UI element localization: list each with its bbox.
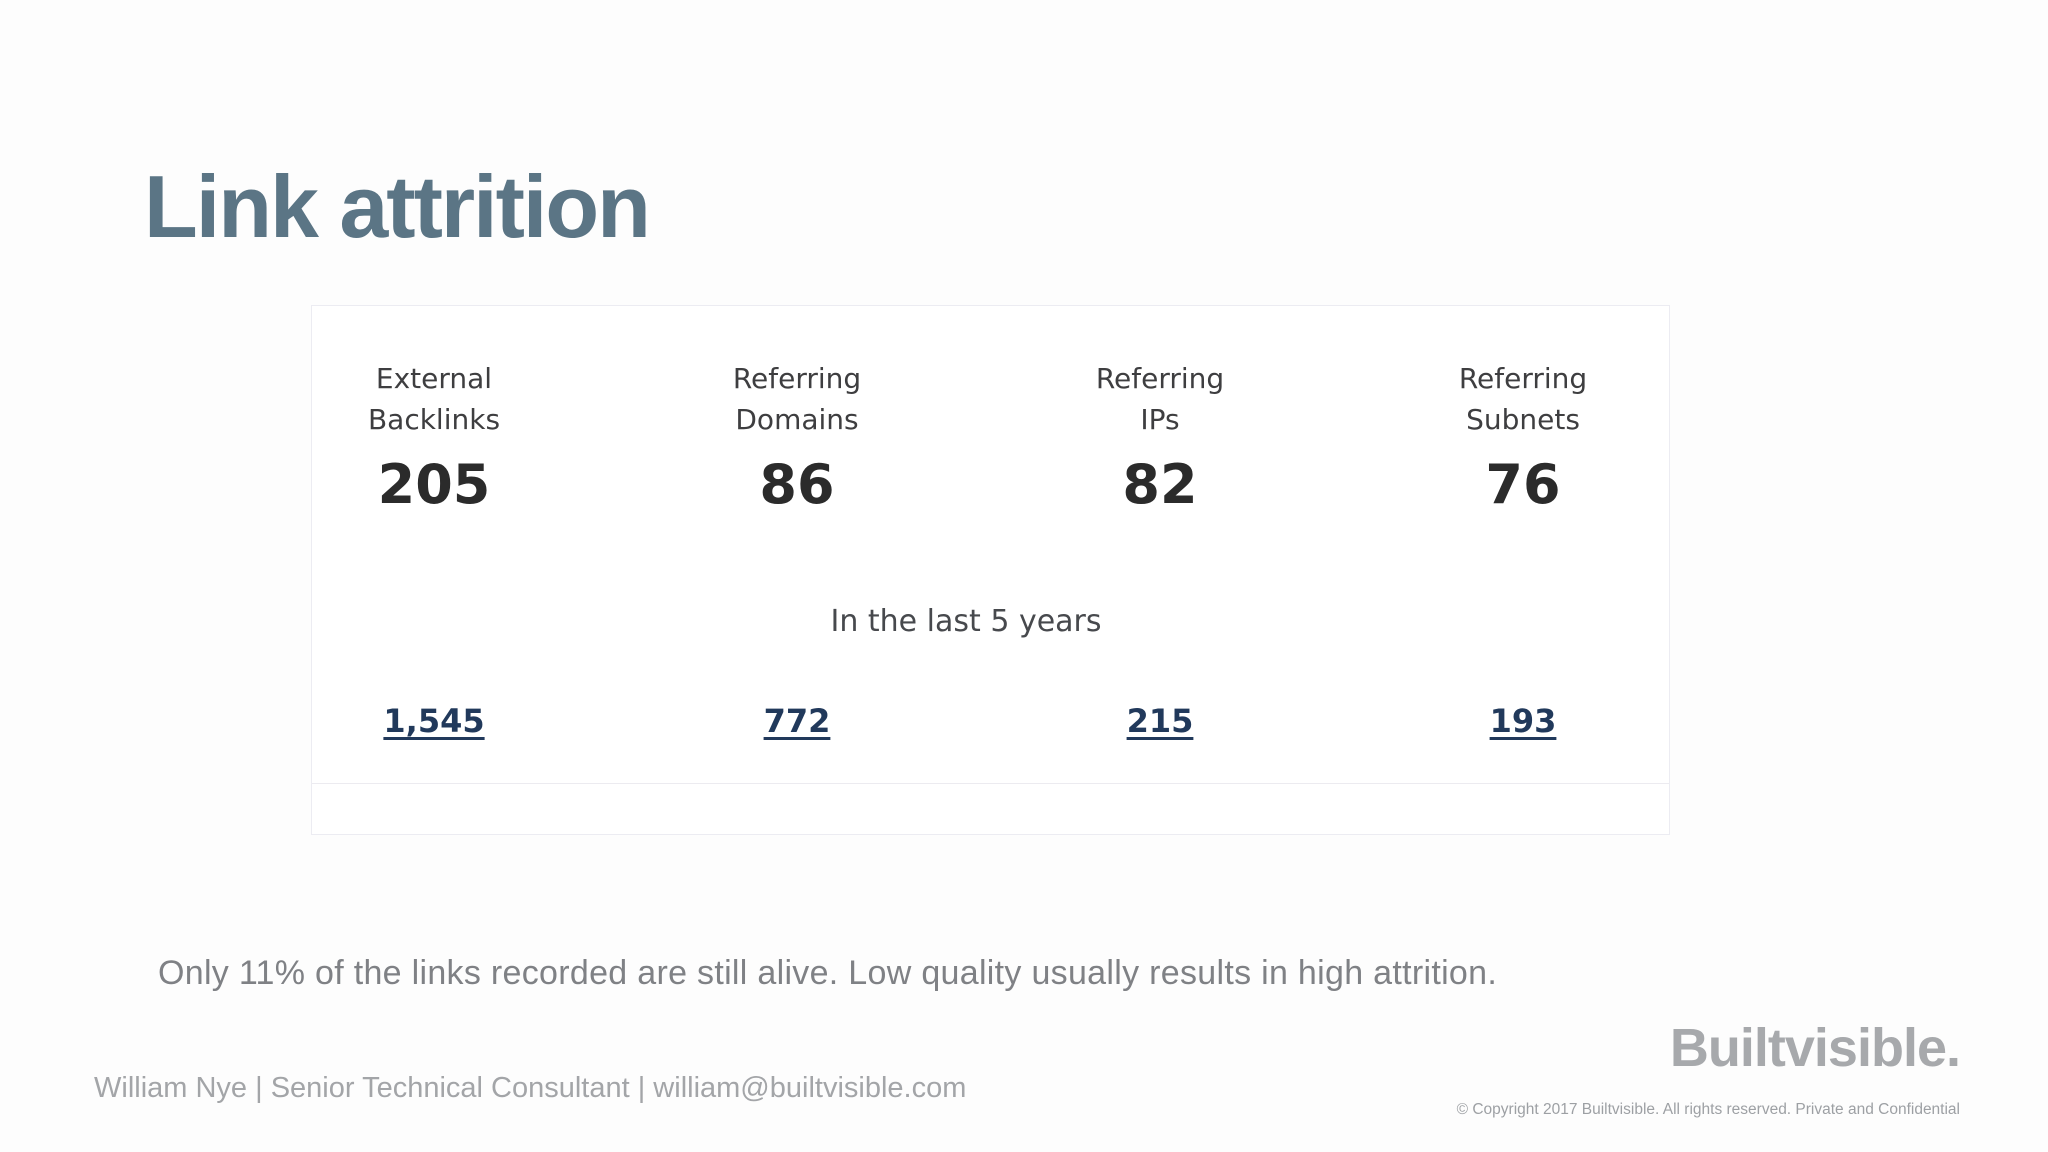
author-byline: William Nye | Senior Technical Consultan… <box>94 1072 967 1104</box>
stat-value: 82 <box>1122 453 1198 516</box>
stat-column-referring-ips: Referring IPs 82 <box>990 358 1330 514</box>
stat-column-external-backlinks: External Backlinks 205 <box>264 358 604 514</box>
stat-column-referring-domains: Referring Domains 86 <box>627 358 967 514</box>
backlink-stats-card: External Backlinks 205 Referring Domains… <box>311 305 1670 835</box>
stat-label: Referring Domains <box>732 362 862 436</box>
last-5-years-link-referring-ips[interactable]: 215 <box>1126 702 1194 740</box>
insight-text: Only 11% of the links recorded are still… <box>158 954 1498 992</box>
stat-column-referring-subnets: Referring Subnets 76 <box>1353 358 1693 514</box>
stat-value: 205 <box>377 453 491 516</box>
stat-value: 76 <box>1485 453 1561 516</box>
stat-label: Referring IPs <box>1095 362 1225 436</box>
period-label: In the last 5 years <box>830 604 1102 639</box>
last-5-years-link-external-backlinks[interactable]: 1,545 <box>383 702 485 740</box>
last-5-years-link-referring-domains[interactable]: 772 <box>763 702 831 740</box>
stat-label: External Backlinks <box>367 362 501 436</box>
last-5-years-link-referring-subnets[interactable]: 193 <box>1489 702 1557 740</box>
stat-label: Referring Subnets <box>1458 362 1588 436</box>
card-divider <box>312 783 1669 784</box>
page-title: Link attrition <box>144 156 651 256</box>
stat-value: 86 <box>759 453 835 516</box>
builtvisible-logo: Builtvisible. <box>1669 1018 1961 1078</box>
copyright-text: © Copyright 2017 Builtvisible. All right… <box>1456 1101 1960 1118</box>
